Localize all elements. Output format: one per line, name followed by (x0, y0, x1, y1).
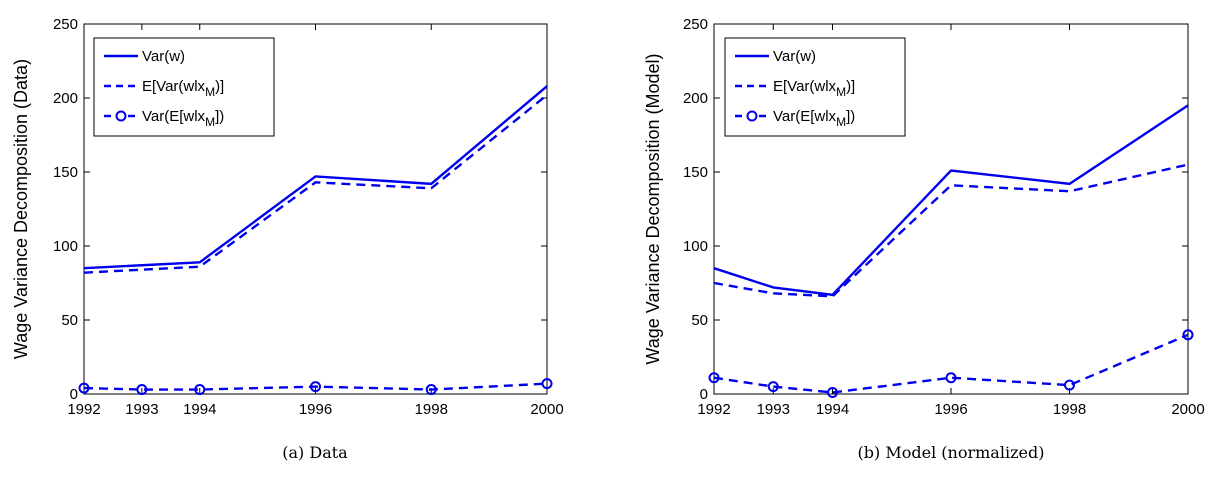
legend-swatch-marker (115, 110, 127, 122)
y-tick-label: 250 (53, 16, 78, 33)
series-point-marker (541, 378, 553, 390)
series-point-marker (425, 384, 437, 396)
series-line-0 (83, 85, 548, 270)
series-line-0 (713, 104, 1189, 297)
legend-label: E[Var(wlxM)] (142, 78, 224, 99)
legend-label-subscript: M (205, 85, 215, 99)
y-tick-label: 0 (70, 386, 78, 403)
legend-label-tail: ]) (846, 108, 855, 125)
x-tick-label: 1993 (125, 401, 158, 418)
x-tick-label: 1996 (299, 401, 332, 418)
series-point-marker (945, 372, 957, 384)
series-point-marker (1064, 379, 1075, 391)
x-tick-label: 1998 (1053, 401, 1086, 418)
x-tick-label: 1994 (816, 401, 849, 418)
x-tick-label: 1998 (415, 401, 448, 418)
series-line-2 (83, 382, 548, 391)
series-line-1 (83, 94, 548, 274)
series-line-2 (713, 333, 1189, 394)
y-tick-label: 0 (700, 386, 708, 403)
series-point-marker (1182, 329, 1194, 341)
series-point-marker (136, 384, 148, 396)
legend-label: Var(w) (773, 48, 816, 65)
x-tick-label: 2000 (530, 401, 563, 418)
legend-label-main: E[Var(wlx (142, 78, 206, 95)
chart-panel-model: 0 50 100 150 200 250 1992 1993 1994 1996 1998 2000 W… (643, 16, 1205, 462)
y-tick-label: 250 (683, 16, 708, 33)
series-point-marker (78, 382, 90, 394)
series-point-marker (194, 384, 206, 396)
y-tick-label: 150 (683, 164, 708, 181)
legend-label: Var(w) (142, 48, 185, 65)
series-line-1 (713, 163, 1189, 298)
legend-label-main: Var(E[wlx (142, 108, 206, 125)
series-point-marker (708, 372, 720, 384)
panel-caption: (b) Model (normalized) (858, 443, 1045, 462)
y-tick-label: 100 (683, 238, 708, 255)
legend-swatch-marker (746, 110, 758, 122)
legend-label-main: E[Var(wlx (773, 78, 837, 95)
x-tick-label: 1996 (934, 401, 967, 418)
legend-label-tail: )] (215, 78, 224, 95)
legend-label: Var(E[wlxM]) (142, 108, 224, 129)
y-tick-label: 50 (61, 312, 78, 329)
x-tick-label: 1994 (183, 401, 216, 418)
chart-panel-data: 0 50 100 150 200 250 1992 1993 1994 1996 1998 2000 W… (11, 16, 564, 462)
y-tick-label: 50 (691, 312, 708, 329)
legend-label-subscript: M (836, 115, 846, 129)
panel-caption: (a) Data (282, 443, 348, 462)
legend-label-main: Var(E[wlx (773, 108, 837, 125)
y-tick-label: 200 (53, 90, 78, 107)
legend-label-main: Var(w) (142, 48, 185, 65)
x-tick-label: 2000 (1171, 401, 1204, 418)
legend-label-main: Var(w) (773, 48, 816, 65)
series-point-marker (310, 381, 321, 393)
x-tick-label: 1993 (757, 401, 790, 418)
legend-label: E[Var(wlxM)] (773, 78, 855, 99)
x-tick-label: 1992 (697, 401, 730, 418)
legend: Var(w)E[Var(wlxM)]Var(E[wlxM]) (93, 37, 275, 137)
legend: Var(w)E[Var(wlxM)]Var(E[wlxM]) (724, 37, 906, 137)
legend-label-tail: )] (846, 78, 855, 95)
legend-label-tail: ]) (215, 108, 224, 125)
y-axis-label: Wage Variance Decomposition (Model) (643, 53, 663, 364)
series-point-marker (767, 381, 779, 393)
legend-label-subscript: M (836, 85, 846, 99)
y-tick-label: 200 (683, 90, 708, 107)
y-tick-label: 150 (53, 164, 78, 181)
y-axis-label: Wage Variance Decomposition (Data) (11, 59, 31, 359)
x-tick-label: 1992 (67, 401, 100, 418)
legend-label: Var(E[wlxM]) (773, 108, 855, 129)
series-point-marker (827, 387, 838, 399)
y-tick-label: 100 (53, 238, 78, 255)
legend-label-subscript: M (205, 115, 215, 129)
